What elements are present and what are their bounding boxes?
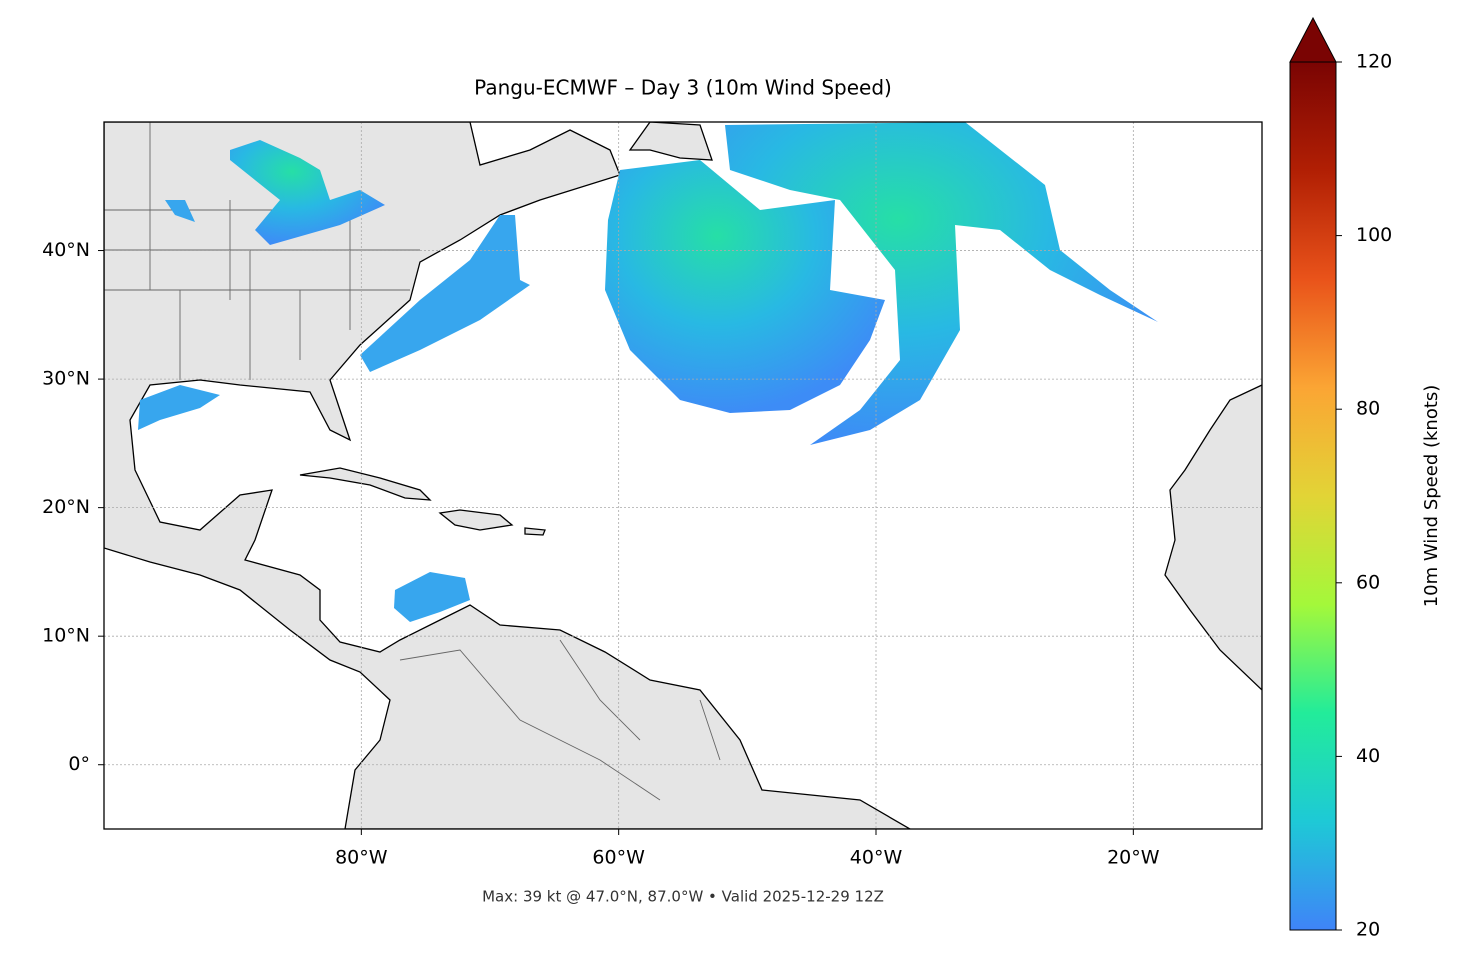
wind-area — [394, 572, 470, 622]
colorbar-tick-label: 100 — [1356, 224, 1392, 246]
x-tick-label: 60°W — [592, 847, 645, 869]
x-tick-label: 20°W — [1107, 847, 1160, 869]
y-tick-label: 40°N — [42, 239, 90, 261]
land — [524, 527, 546, 536]
colorbar-extend — [1289, 16, 1337, 63]
y-tick-label: 20°N — [42, 496, 90, 518]
colorbar-tick-label: 40 — [1356, 745, 1380, 767]
land — [299, 467, 432, 501]
map-frame — [103, 121, 1263, 830]
annotation: Max: 39 kt @ 47.0°N, 87.0°W • Valid 2025… — [482, 888, 884, 906]
wind-area — [230, 140, 385, 245]
colorbar-tick-label: 120 — [1356, 51, 1392, 73]
wind-area — [605, 160, 885, 413]
land — [104, 122, 912, 829]
y-tick-label: 0° — [68, 753, 90, 775]
colorbar — [1289, 61, 1337, 931]
colorbar-tick-label: 60 — [1356, 571, 1380, 593]
country-lines — [399, 639, 721, 801]
grid — [104, 122, 1262, 829]
colorbar-label: 10m Wind Speed (knots) — [1421, 385, 1442, 608]
land — [628, 122, 713, 161]
wind-area — [360, 215, 530, 372]
wind-area — [725, 122, 1158, 445]
wind-area — [138, 385, 220, 430]
colorbar-tick-label: 20 — [1356, 919, 1380, 941]
y-tick-label: 10°N — [42, 625, 90, 647]
x-tick-label: 40°W — [850, 847, 903, 869]
borders — [104, 122, 721, 801]
map-layer — [104, 122, 1262, 829]
x-tick-label: 80°W — [335, 847, 388, 869]
colorbar-tick-label: 80 — [1356, 398, 1380, 420]
wind-area — [165, 200, 195, 222]
chart-title: Pangu-ECMWF – Day 3 (10m Wind Speed) — [474, 76, 892, 100]
wind-field — [138, 122, 1158, 622]
land — [438, 509, 514, 531]
state-lines — [104, 122, 420, 380]
land — [1164, 384, 1262, 691]
y-tick-label: 30°N — [42, 368, 90, 390]
